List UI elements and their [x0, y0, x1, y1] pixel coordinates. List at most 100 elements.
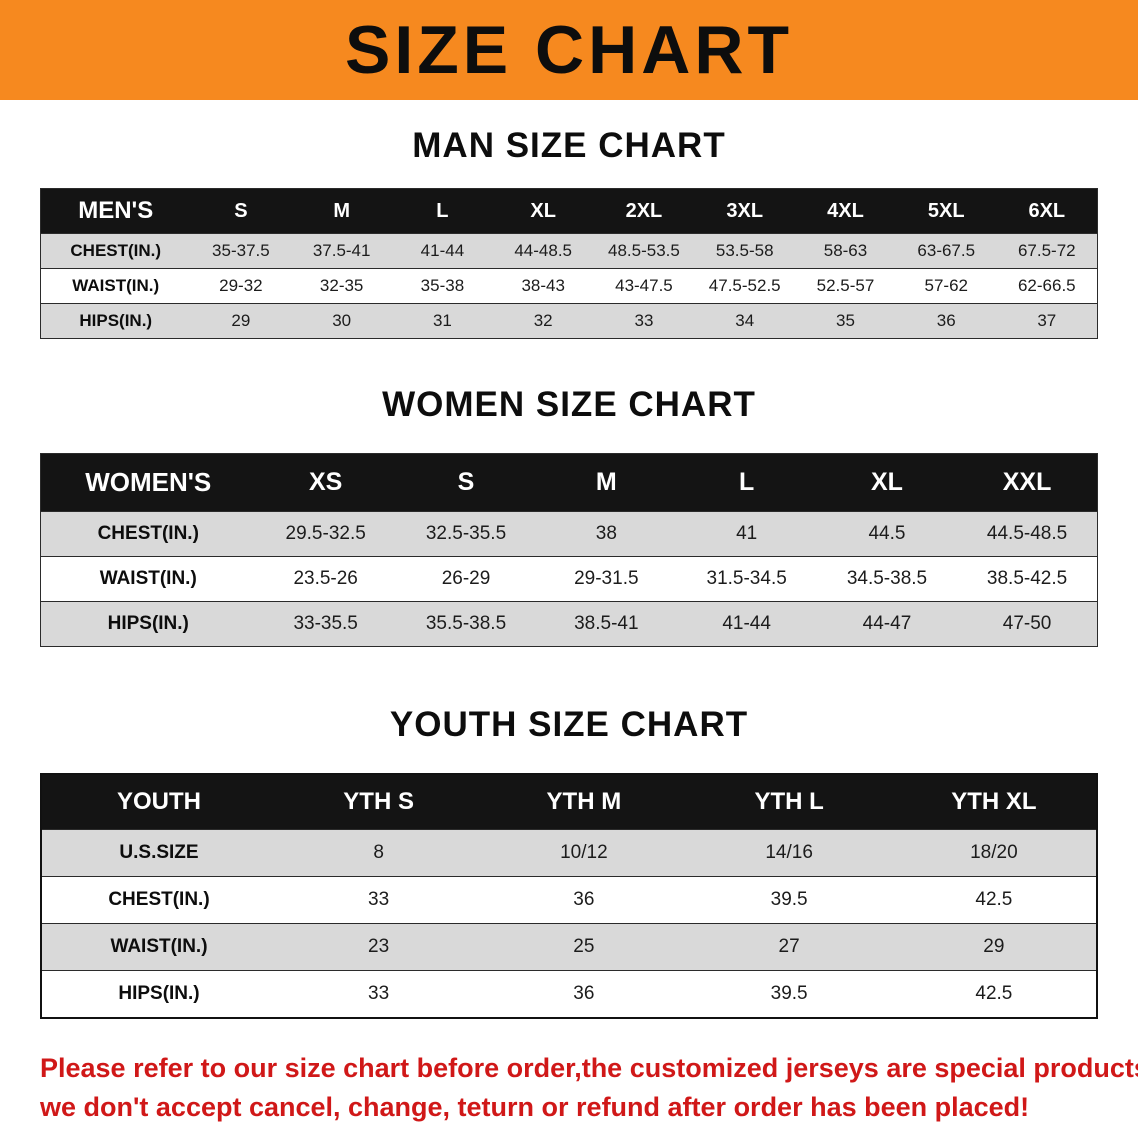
size-value: 53.5-58	[715, 241, 774, 260]
row-label: HIPS(IN.)	[107, 613, 189, 634]
size-value: 18/20	[970, 842, 1018, 863]
column-header: M	[291, 188, 393, 234]
banner: SIZE CHART	[0, 0, 1138, 100]
table-row: CHEST(IN.) 33 36 39.5 42.5	[41, 876, 1097, 924]
size-value: 35	[836, 311, 855, 330]
size-value: 34	[735, 311, 755, 330]
size-value: 36	[573, 889, 595, 910]
size-value: 37.5-41	[312, 241, 371, 260]
size-value: 8	[373, 842, 384, 863]
size-value: 42.5	[975, 983, 1013, 1004]
size-value: 23.5-26	[293, 568, 358, 589]
table-row: HIPS(IN.) 33 36 39.5 42.5	[41, 970, 1097, 1018]
size-value: 33-35.5	[293, 613, 358, 634]
page-title: SIZE CHART	[345, 12, 793, 88]
size-value: 38.5-41	[574, 613, 639, 634]
table-row: WAIST(IN.) 23 25 27 29	[41, 923, 1097, 971]
row-label: HIPS(IN.)	[79, 311, 153, 330]
table-title-cell: WOMEN'S	[40, 453, 256, 512]
column-header: XS	[255, 453, 396, 512]
column-header: 5XL	[895, 188, 997, 234]
size-value: 47.5-52.5	[708, 276, 781, 295]
table-row: HIPS(IN.) 33-35.5 35.5-38.5 38.5-41 41-44 44-…	[40, 601, 1098, 647]
column-header: 6XL	[996, 188, 1098, 234]
row-label: U.S.SIZE	[119, 842, 199, 863]
column-header: YTH L	[686, 774, 892, 830]
column-header: 2XL	[593, 188, 695, 234]
size-value: 29.5-32.5	[285, 523, 366, 544]
size-value: 32.5-35.5	[425, 523, 507, 544]
column-header: 3XL	[694, 188, 796, 234]
column-header: YTH M	[481, 774, 687, 830]
size-value: 44-48.5	[514, 241, 573, 260]
size-value: 44.5-48.5	[986, 523, 1068, 544]
women-size-table: WOMEN'S XS S M L XL XXL CHEST(IN.) 29.5-32.5 32.5…	[40, 453, 1098, 647]
column-header: XL	[492, 188, 594, 234]
column-header: YTH S	[276, 774, 482, 830]
size-value: 38-43	[521, 276, 565, 295]
size-value: 48.5-53.5	[608, 241, 680, 260]
size-value: 41	[736, 523, 758, 544]
table-row: CHEST(IN.) 29.5-32.5 32.5-35.5 38 41 44.5 44.5…	[40, 511, 1098, 557]
size-value: 57-62	[924, 276, 968, 295]
table-header-row: YOUTH YTH S YTH M YTH L YTH XL	[41, 774, 1097, 830]
size-value: 38.5-42.5	[986, 568, 1068, 589]
row-label: CHEST(IN.)	[70, 241, 162, 260]
row-label: WAIST(IN.)	[99, 568, 197, 589]
row-label: WAIST(IN.)	[110, 936, 208, 957]
size-value: 29	[231, 311, 251, 330]
table-row: HIPS(IN.) 29 30 31 32 33 34 35 36 37	[40, 303, 1098, 339]
size-value: 33	[634, 311, 654, 330]
size-value: 23	[368, 936, 390, 957]
table-row: U.S.SIZE 8 10/12 14/16 18/20	[41, 829, 1097, 877]
table-header-row: WOMEN'S XS S M L XL XXL	[40, 453, 1098, 512]
size-value: 32-35	[319, 276, 364, 295]
size-value: 36	[936, 311, 956, 330]
row-label: WAIST(IN.)	[72, 276, 160, 295]
column-header: YTH XL	[891, 774, 1097, 830]
size-value: 29	[983, 936, 1005, 957]
size-value: 44.5	[868, 523, 906, 544]
disclaimer-line-1: Please refer to our size chart before or…	[40, 1053, 1138, 1083]
size-value: 47-50	[1002, 613, 1052, 634]
size-value: 44-47	[862, 613, 912, 634]
disclaimer-line-2: we don't accept cancel, change, teturn o…	[40, 1092, 1030, 1123]
size-value: 34.5-38.5	[846, 568, 928, 589]
disclaimer: Please refer to our size chart before or…	[40, 1049, 1138, 1127]
size-value: 35-38	[420, 276, 465, 295]
size-value: 41-44	[722, 613, 771, 634]
column-header: L	[676, 453, 817, 512]
man-size-section: MAN SIZE CHART MEN'S S M L XL 2XL 3XL 4XL 5XL 6XL…	[0, 126, 1138, 339]
size-value: 52.5-57	[816, 276, 875, 295]
women-size-heading: WOMEN SIZE CHART	[382, 385, 756, 424]
size-value: 33	[368, 889, 390, 910]
women-size-section: WOMEN SIZE CHART WOMEN'S XS S M L XL XXL CHEST(…	[0, 385, 1138, 647]
column-header: S	[190, 188, 292, 234]
size-value: 31.5-34.5	[706, 568, 787, 589]
row-label: CHEST(IN.)	[108, 889, 210, 910]
size-value: 33	[368, 983, 390, 1004]
table-title-cell: YOUTH	[41, 774, 276, 830]
size-value: 14/16	[765, 842, 813, 863]
size-value: 26-29	[441, 568, 491, 589]
size-value: 35.5-38.5	[425, 613, 507, 634]
size-value: 62-66.5	[1017, 276, 1076, 295]
size-value: 29-31.5	[574, 568, 639, 589]
size-value: 31	[432, 311, 452, 330]
men-size-table: MEN'S S M L XL 2XL 3XL 4XL 5XL 6XL CHEST(IN.) 35-37…	[40, 188, 1098, 339]
column-header: 4XL	[795, 188, 896, 234]
size-value: 39.5	[770, 889, 808, 910]
size-value: 42.5	[975, 889, 1013, 910]
size-value: 67.5-72	[1017, 241, 1076, 260]
size-value: 58-63	[823, 241, 868, 260]
size-value: 30	[332, 311, 352, 330]
size-value: 35-37.5	[212, 241, 270, 260]
youth-size-table: YOUTH YTH S YTH M YTH L YTH XL U.S.SIZE 8 10/12…	[40, 773, 1098, 1019]
man-size-heading: MAN SIZE CHART	[412, 126, 726, 165]
row-label: CHEST(IN.)	[97, 523, 199, 544]
column-header: S	[395, 453, 537, 512]
size-value: 39.5	[770, 983, 808, 1004]
table-header-row: MEN'S S M L XL 2XL 3XL 4XL 5XL 6XL	[40, 188, 1098, 234]
size-value: 38	[595, 523, 617, 544]
